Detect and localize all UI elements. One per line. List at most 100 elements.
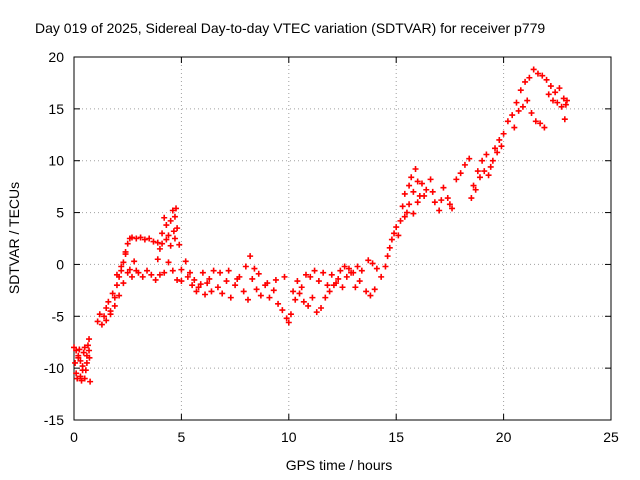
data-point: [335, 275, 342, 282]
data-point: [141, 236, 148, 243]
data-point: [294, 278, 301, 285]
data-point: [401, 190, 408, 197]
data-point: [292, 296, 299, 303]
data-point: [249, 275, 256, 282]
data-point: [365, 257, 372, 264]
data-point: [281, 273, 288, 280]
data-point: [71, 344, 77, 351]
data-point: [167, 217, 174, 224]
data-point: [401, 213, 408, 220]
data-point: [461, 161, 468, 168]
data-point: [492, 145, 499, 152]
data-point: [356, 278, 363, 285]
data-point: [436, 207, 443, 214]
data-point: [449, 205, 456, 212]
data-point: [440, 184, 447, 191]
data-point: [214, 284, 221, 291]
data-point: [287, 311, 294, 318]
data-point: [534, 70, 541, 77]
data-point: [408, 174, 415, 181]
data-point: [517, 87, 524, 94]
x-tick-label: 20: [496, 429, 512, 445]
data-point: [154, 239, 161, 246]
grid: [74, 57, 611, 420]
data-point: [487, 163, 494, 170]
data-point: [173, 205, 180, 212]
data-point: [406, 201, 413, 208]
data-point: [169, 267, 176, 274]
data-point: [217, 269, 224, 276]
data-point: [202, 291, 209, 298]
data-point: [528, 110, 535, 117]
data-point: [403, 209, 410, 216]
data-point: [73, 370, 80, 377]
data-point: [472, 186, 479, 193]
data-point: [322, 294, 329, 301]
data-point: [257, 292, 264, 299]
data-point: [232, 282, 239, 289]
data-point: [170, 228, 177, 235]
data-point: [128, 234, 135, 241]
data-point: [174, 225, 181, 232]
data-point: [107, 311, 114, 318]
data-point: [122, 251, 129, 258]
data-point: [74, 375, 81, 382]
data-point: [554, 99, 561, 106]
data-point: [358, 267, 365, 274]
data-point: [406, 182, 413, 189]
data-point: [75, 352, 82, 359]
data-point: [311, 267, 318, 274]
data-point: [431, 199, 438, 206]
data-point: [275, 300, 282, 307]
data-point: [318, 304, 325, 311]
data-point: [556, 85, 563, 92]
y-tick-labels: -15 -10 -5 0 5 10 15 20: [44, 49, 64, 428]
data-point: [341, 263, 348, 270]
data-point: [87, 378, 94, 385]
data-point: [414, 178, 421, 185]
data-point: [444, 195, 451, 202]
data-point: [76, 346, 83, 353]
data-point: [77, 357, 84, 364]
data-point: [178, 278, 185, 285]
data-point: [242, 263, 249, 270]
data-point: [302, 271, 309, 278]
data-point: [543, 76, 550, 83]
data-point: [345, 265, 352, 272]
data-point: [481, 168, 488, 175]
data-point: [558, 103, 565, 110]
data-point: [219, 290, 226, 297]
data-point: [296, 290, 303, 297]
data-point: [174, 276, 181, 283]
data-point: [285, 319, 292, 326]
data-point: [563, 97, 570, 104]
data-point: [418, 180, 425, 187]
data-point: [504, 118, 511, 125]
x-tick-label: 0: [70, 429, 78, 445]
data-point: [86, 336, 93, 343]
data-point: [186, 269, 193, 276]
data-point: [124, 240, 131, 247]
axis-ticks: [73, 56, 612, 421]
data-point: [339, 284, 346, 291]
y-tick-label: 20: [48, 49, 64, 65]
data-point: [494, 149, 501, 156]
x-tick-label: 25: [603, 429, 619, 445]
data-point: [309, 294, 316, 301]
data-point: [171, 213, 178, 220]
data-point: [163, 236, 170, 243]
data-point: [103, 304, 110, 311]
data-point: [489, 157, 496, 164]
data-point: [128, 273, 135, 280]
data-point: [247, 253, 254, 260]
data-point: [320, 269, 327, 276]
data-point: [369, 260, 376, 267]
data-point: [388, 236, 395, 243]
data-point: [79, 367, 86, 374]
data-point: [352, 284, 359, 291]
data-point: [139, 273, 146, 280]
data-point: [410, 188, 417, 195]
y-axis-label: SDTVAR / TECUs: [6, 182, 22, 294]
data-point: [427, 176, 434, 183]
data-point: [421, 192, 428, 199]
